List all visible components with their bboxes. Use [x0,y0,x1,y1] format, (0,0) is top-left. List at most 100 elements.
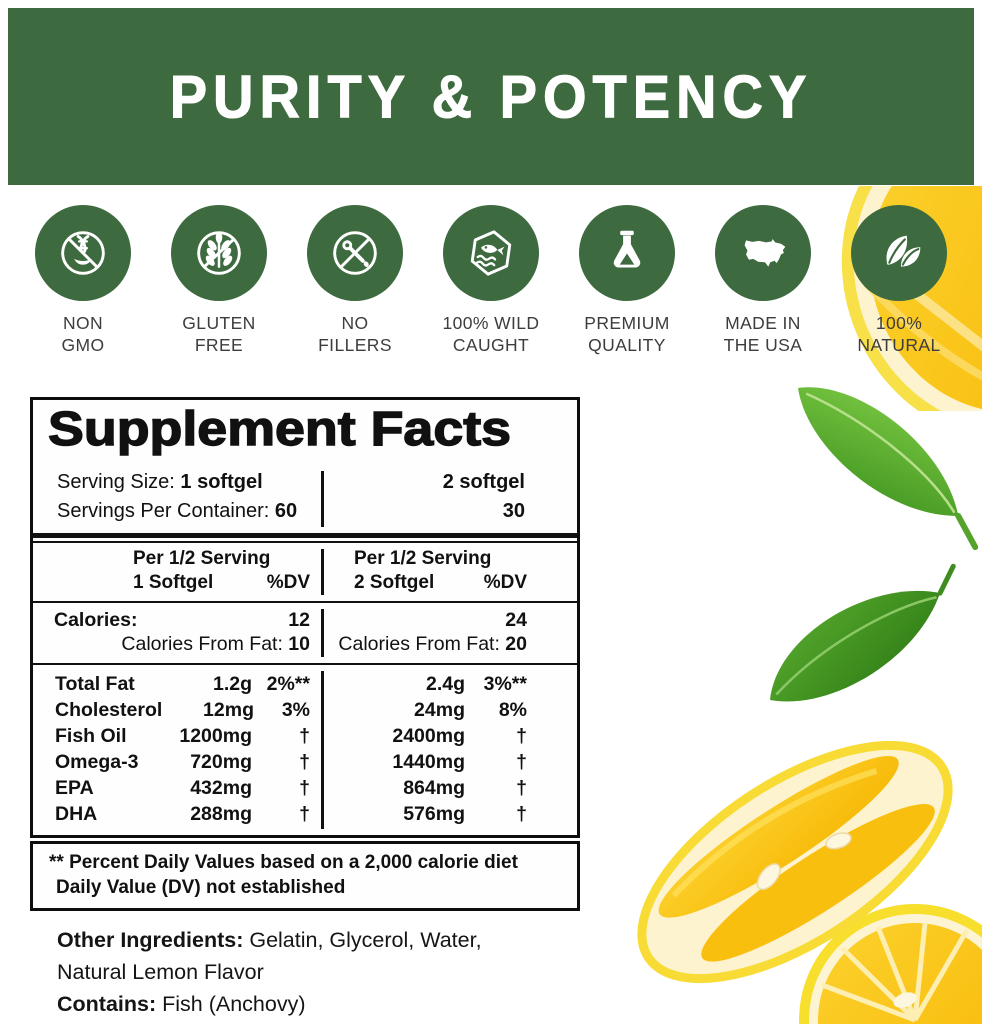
nutrient-amount: 288mg [190,802,252,825]
servings-right: 30 [502,500,525,522]
left-softgel: 1 Softgel [133,572,214,593]
serving-size-label: Serving Size: [57,471,175,493]
nutrient-dv: † [299,750,310,773]
nutrient-name: DHA [55,802,98,825]
left-per-serving: Per 1/2 Serving [133,548,271,569]
leaf-upper [798,387,979,551]
other-ingredients-value2: Natural Lemon Flavor [57,960,264,984]
leaf-lower [770,563,956,702]
nutrient-name: EPA [55,776,94,799]
serving-size-value: 1 softgel [180,471,263,493]
calories-fat-label: Calories From Fat: [338,633,500,655]
column-divider [321,549,324,595]
no-fillers-icon [307,205,403,301]
serving-size-right: 2 softgel [442,471,525,493]
nutrient-amount: 864mg [403,776,465,799]
calories-section: Calories: 12 24 Calories From Fat: 10 Ca… [33,603,577,663]
other-ingredients-value: Gelatin, Glycerol, Water, [249,928,482,952]
badge-label: PREMIUM QUALITY [584,313,670,355]
nutrient-dv: 3% [281,698,310,721]
table-row: Omega-3 720mg † 1440mg † [33,749,577,775]
nutrient-dv: † [299,724,310,747]
badge-label: 100% WILD CAUGHT [442,313,540,355]
servings-per-container-row: Servings Per Container: 60 30 [33,497,577,526]
badge-wild-caught: 100% WILD CAUGHT [424,205,558,357]
nutrient-dv: † [299,776,310,799]
nutrient-amount: 1200mg [179,724,252,747]
nutrient-amount: 432mg [190,776,252,799]
table-row: EPA 432mg † 864mg † [33,775,577,801]
other-ingredients: Other Ingredients: Gelatin, Glycerol, Wa… [30,924,580,1020]
supplement-facts-panel: Supplement Facts Serving Size: 1 softgel… [30,397,580,838]
nutrient-dv: † [516,724,527,747]
nutrient-amount: 720mg [190,750,252,773]
footnote-line1: ** Percent Daily Values based on a 2,000… [49,852,518,873]
nutrient-amount: 2.4g [425,672,465,695]
lemon-wedge-bottom [637,740,953,984]
column-headers: Per 1/2 Serving 1 Softgel %DV Per 1/2 Se… [33,543,577,601]
badge-label: GLUTEN FREE [182,313,256,355]
right-softgel: 2 Softgel [354,572,435,593]
nutrient-dv: † [516,776,527,799]
feature-badges: NON GMO GLUTEN [16,205,966,357]
non-gmo-icon [35,205,131,301]
column-divider [321,471,324,527]
badge-natural: 100% NATURAL [832,205,966,357]
left-dv: %DV [266,572,310,593]
servings-value: 60 [274,500,298,522]
badge-premium-quality: PREMIUM QUALITY [560,205,694,357]
serving-size-row: Serving Size: 1 softgel 2 softgel [33,468,577,497]
right-per-serving: Per 1/2 Serving [354,548,492,569]
badge-made-in-usa: MADE IN THE USA [696,205,830,357]
contains-label: Contains: [57,992,157,1016]
nutrient-name: Omega-3 [55,750,139,773]
calories-fat-right: 20 [505,633,527,655]
label-column: Supplement Facts Serving Size: 1 softgel… [30,397,580,1020]
badge-gluten-free: GLUTEN FREE [152,205,286,357]
nutrient-name: Cholesterol [55,698,163,721]
badge-non-gmo: NON GMO [16,205,150,357]
calories-right: 24 [505,609,527,631]
nutrient-dv: 3%** [483,672,527,695]
calories-left: 12 [288,609,310,631]
thin-separator [33,601,577,603]
made-in-usa-icon [715,205,811,301]
thick-separator [33,533,577,543]
other-ingredients-label: Other Ingredients: [57,928,244,952]
premium-quality-icon [579,205,675,301]
thin-separator [33,663,577,665]
badge-label: 100% NATURAL [857,313,941,355]
nutrient-amount: 2400mg [392,724,465,747]
footnote-line2: Daily Value (DV) not established [56,877,346,898]
column-divider [321,671,324,829]
calories-fat-label: Calories From Fat: [121,633,283,655]
nutrient-dv: † [516,802,527,825]
banner-title: PURITY & POTENCY [169,62,813,131]
badge-no-fillers: NO FILLERS [288,205,422,357]
badge-label: NON GMO [61,313,105,355]
nutrients-section: Total Fat 1.2g 2%** 2.4g 3%** Cholestero… [33,665,577,835]
wild-caught-icon [443,205,539,301]
column-divider [321,609,324,657]
panel-title: Supplement Facts [47,403,512,456]
calories-label: Calories: [54,609,138,631]
nutrient-amount: 12mg [203,698,254,721]
nutrient-amount: 1440mg [392,750,465,773]
nutrient-name: Total Fat [55,672,135,695]
banner: PURITY & POTENCY [8,8,974,185]
badge-label: NO FILLERS [318,313,392,355]
natural-icon [851,205,947,301]
table-row: Cholesterol 12mg 3% 24mg 8% [33,697,577,723]
badge-label: MADE IN THE USA [723,313,803,355]
serving-section: Serving Size: 1 softgel 2 softgel Servin… [33,465,577,533]
nutrient-amount: 24mg [414,698,465,721]
footnote-box: ** Percent Daily Values based on a 2,000… [30,841,580,911]
right-dv: %DV [483,572,527,593]
calories-fat-left: 10 [288,633,310,655]
table-row: Fish Oil 1200mg † 2400mg † [33,723,577,749]
nutrient-amount: 576mg [403,802,465,825]
servings-label: Servings Per Container: [57,500,270,522]
table-row: Total Fat 1.2g 2%** 2.4g 3%** [33,671,577,697]
nutrient-amount: 1.2g [212,672,252,695]
